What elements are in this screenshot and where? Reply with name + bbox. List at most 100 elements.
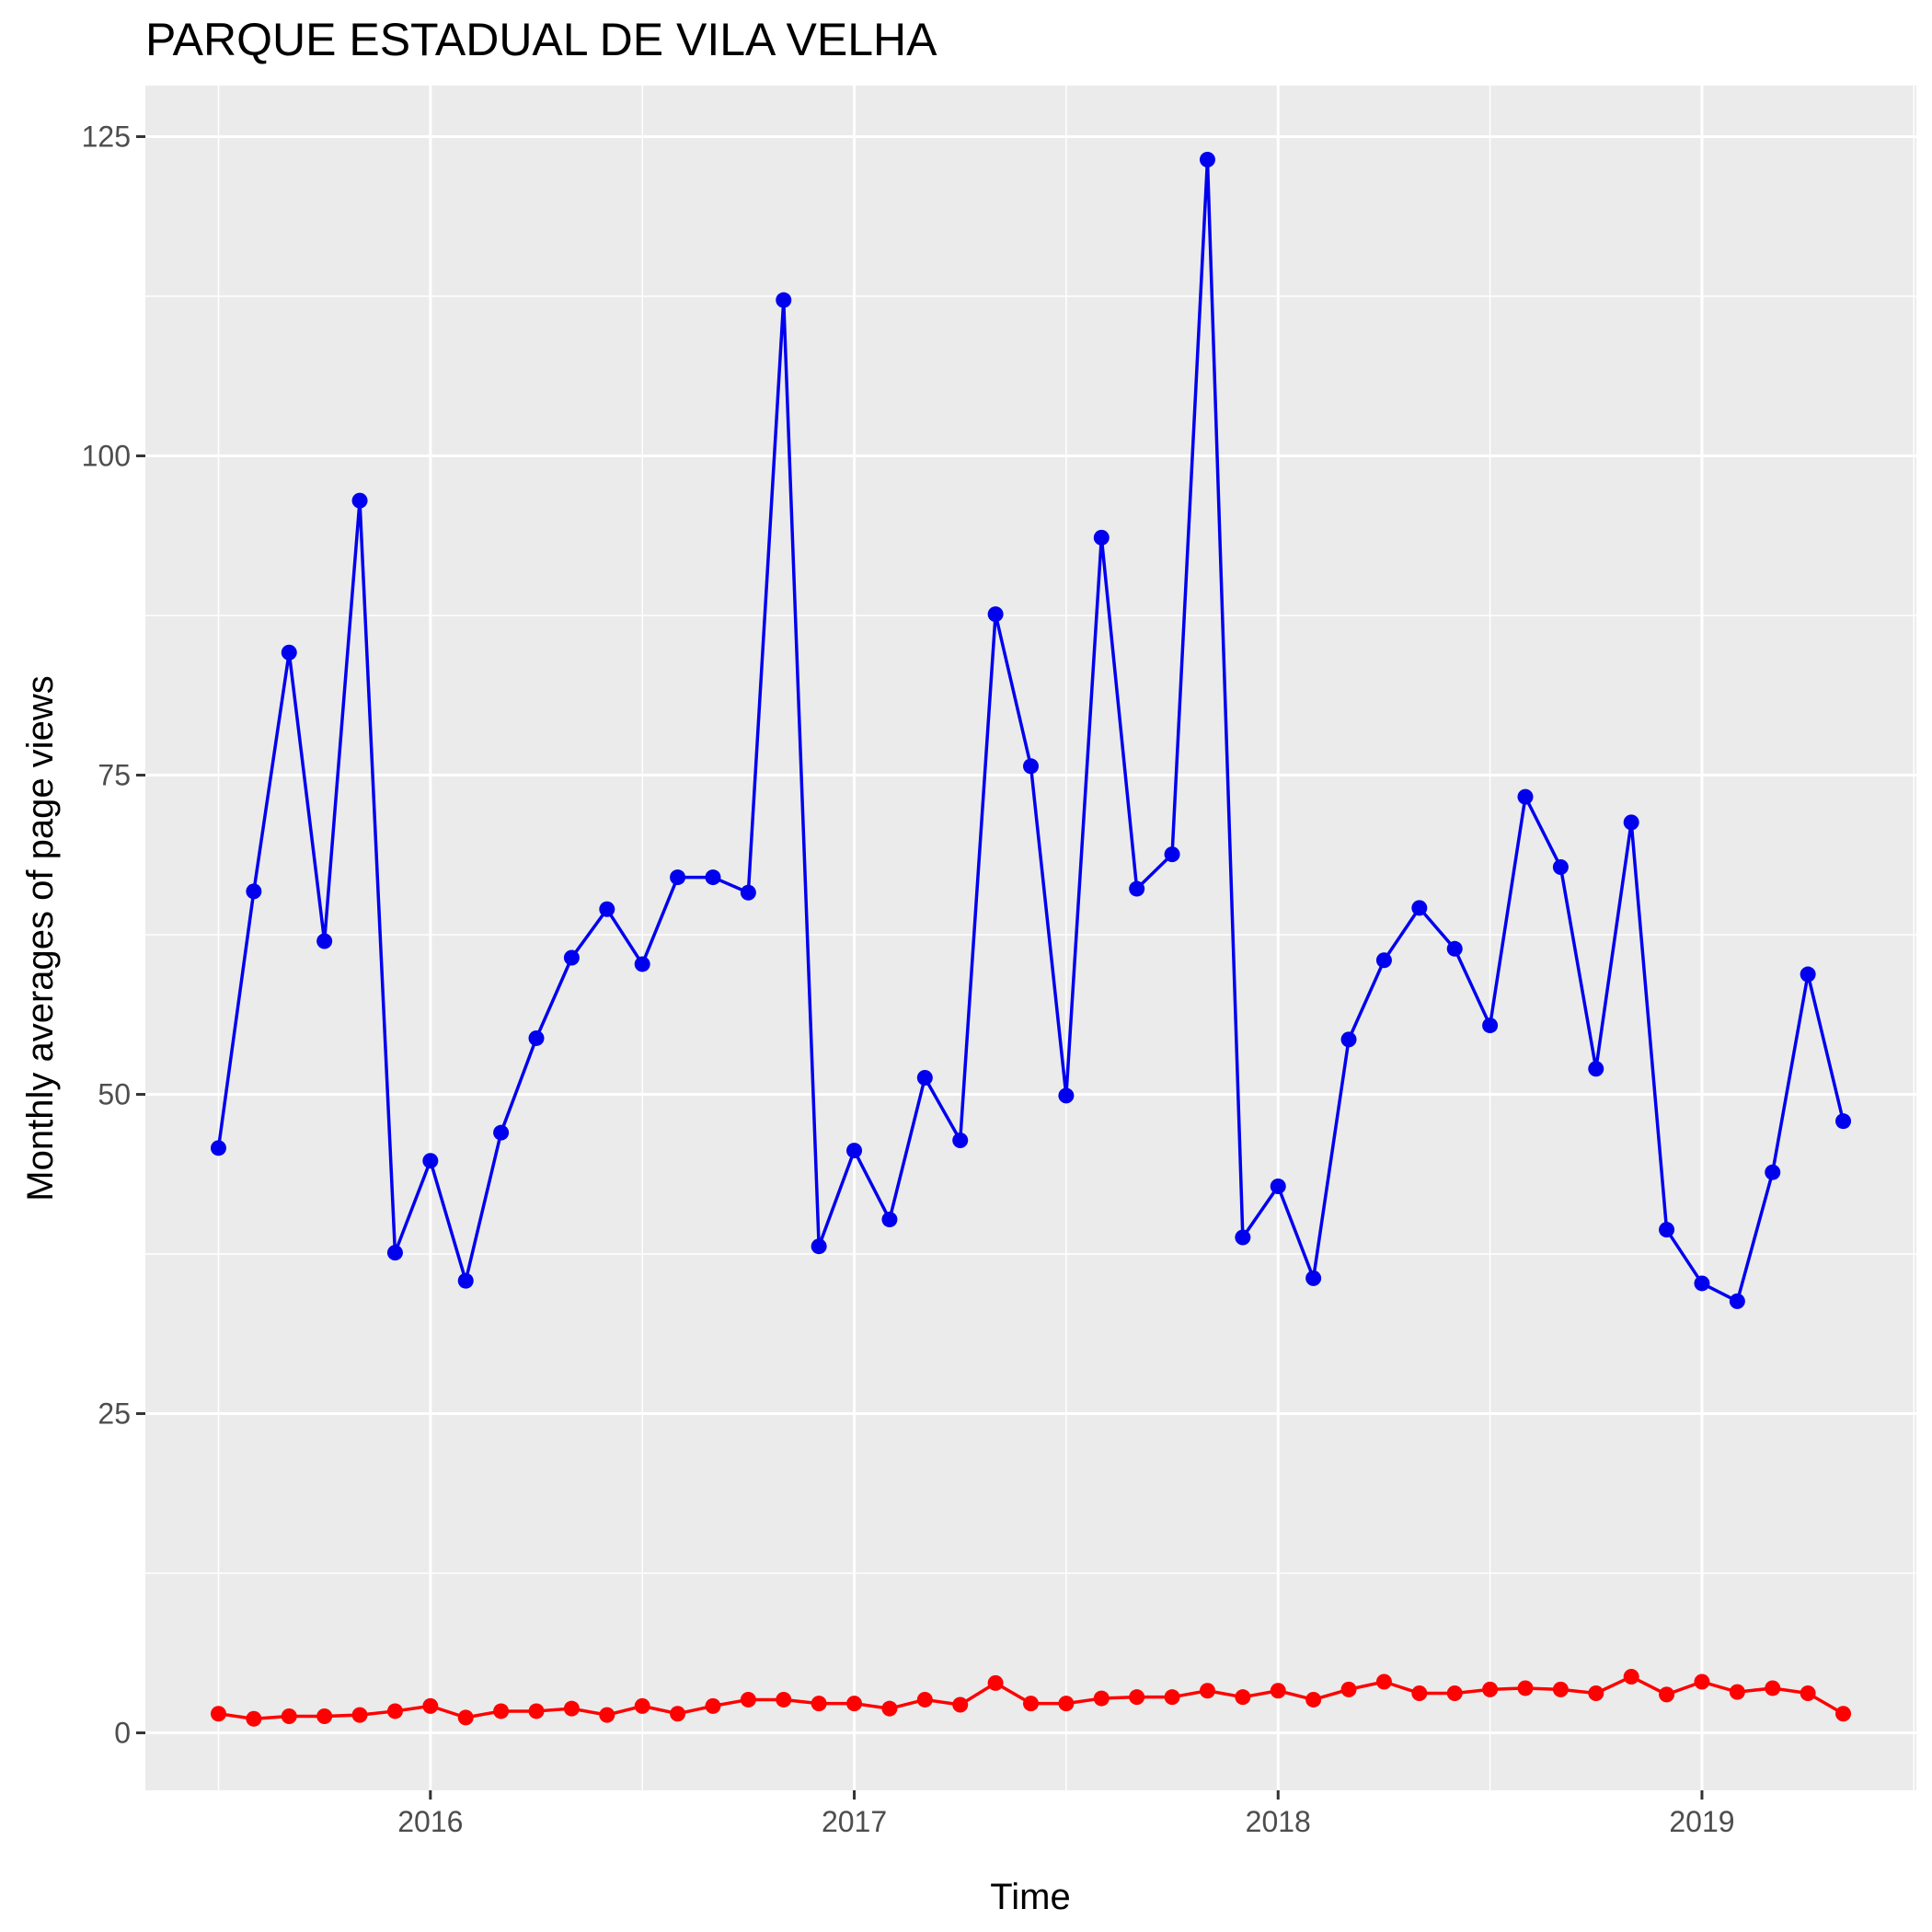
data-point <box>1800 966 1816 983</box>
data-point <box>316 1708 333 1724</box>
series-1 <box>210 152 1852 1309</box>
data-point <box>634 956 650 972</box>
data-point <box>811 1696 827 1712</box>
x-tick-label: 2016 <box>397 1805 463 1838</box>
data-point <box>740 884 756 901</box>
data-point <box>351 492 368 509</box>
data-point <box>1623 814 1639 831</box>
data-point <box>1340 1681 1357 1697</box>
data-point <box>705 869 721 886</box>
data-point <box>246 1710 262 1727</box>
data-point <box>1588 1685 1604 1702</box>
data-point <box>351 1707 368 1723</box>
data-point <box>670 869 686 886</box>
data-point <box>1270 1683 1286 1699</box>
data-point <box>1800 1685 1816 1702</box>
data-point <box>1340 1031 1357 1048</box>
data-point <box>493 1124 510 1141</box>
y-tick-label: 0 <box>114 1717 131 1750</box>
data-point <box>1552 1681 1569 1697</box>
data-point <box>246 883 262 900</box>
data-point <box>952 1696 969 1713</box>
data-point <box>599 901 615 917</box>
data-point <box>1623 1668 1639 1685</box>
data-point <box>916 1069 933 1086</box>
data-point <box>316 933 333 949</box>
data-point <box>1482 1018 1499 1034</box>
y-tick-label: 125 <box>82 121 131 154</box>
y-tick-label: 75 <box>98 759 131 792</box>
data-point <box>457 1272 474 1289</box>
y-tick-label: 50 <box>98 1078 131 1111</box>
data-point <box>811 1238 827 1255</box>
data-point <box>1729 1293 1745 1309</box>
data-point <box>563 949 580 966</box>
data-point <box>987 606 1004 623</box>
series-2 <box>210 1668 1852 1727</box>
data-point <box>1375 952 1392 969</box>
data-point <box>210 1706 226 1722</box>
data-point <box>281 644 297 661</box>
data-point <box>493 1703 510 1719</box>
data-point <box>386 1245 403 1261</box>
data-point <box>1093 1690 1110 1707</box>
data-point <box>1270 1178 1286 1194</box>
data-point <box>1411 1685 1428 1702</box>
data-point <box>916 1691 933 1708</box>
data-point <box>1411 900 1428 916</box>
y-axis-title: Monthly averages of page views <box>20 675 61 1201</box>
chart-title: PARQUE ESTADUAL DE VILA VELHA <box>145 14 937 65</box>
data-point <box>1023 1696 1039 1712</box>
data-point <box>776 292 792 308</box>
data-point <box>528 1029 545 1046</box>
data-point <box>1199 1683 1215 1699</box>
data-point <box>281 1708 297 1724</box>
data-point <box>1765 1164 1781 1180</box>
x-tick-label: 2017 <box>822 1805 887 1838</box>
data-point <box>1164 846 1180 863</box>
data-point <box>776 1691 792 1708</box>
axis-ticks <box>136 135 1704 1800</box>
data-point <box>1093 529 1110 546</box>
data-point <box>1729 1684 1745 1700</box>
data-point <box>846 1696 863 1712</box>
y-tick-label: 25 <box>98 1397 131 1431</box>
data-point <box>1517 1680 1534 1696</box>
series-layer <box>210 152 1852 1727</box>
data-point <box>1058 1696 1075 1712</box>
data-point <box>1835 1113 1852 1130</box>
minor-gridlines <box>145 86 1916 1790</box>
data-point <box>1235 1689 1251 1706</box>
data-point <box>1588 1061 1604 1077</box>
data-point <box>1023 758 1039 775</box>
data-point <box>1552 858 1569 875</box>
data-point <box>1058 1087 1075 1104</box>
data-point <box>1482 1681 1499 1697</box>
data-point <box>1659 1686 1675 1703</box>
data-point <box>422 1153 439 1169</box>
x-tick-label: 2018 <box>1246 1805 1311 1838</box>
x-tick-label: 2019 <box>1669 1805 1734 1838</box>
data-point <box>1694 1673 1710 1690</box>
data-point <box>987 1674 1004 1691</box>
data-point <box>1164 1689 1180 1706</box>
data-point <box>740 1691 756 1708</box>
data-point <box>634 1697 650 1714</box>
data-point <box>1305 1691 1322 1708</box>
data-point <box>705 1697 721 1714</box>
data-point <box>881 1212 898 1228</box>
data-point <box>1305 1270 1322 1286</box>
data-point <box>1835 1706 1852 1722</box>
data-point <box>599 1707 615 1723</box>
data-point <box>1235 1229 1251 1246</box>
data-point <box>952 1133 969 1149</box>
data-point <box>1765 1680 1781 1696</box>
data-point <box>1446 940 1463 957</box>
data-point <box>846 1143 863 1159</box>
data-point <box>1659 1222 1675 1238</box>
data-point <box>1375 1673 1392 1690</box>
data-point <box>386 1703 403 1719</box>
data-point <box>457 1709 474 1726</box>
data-point <box>210 1140 226 1156</box>
